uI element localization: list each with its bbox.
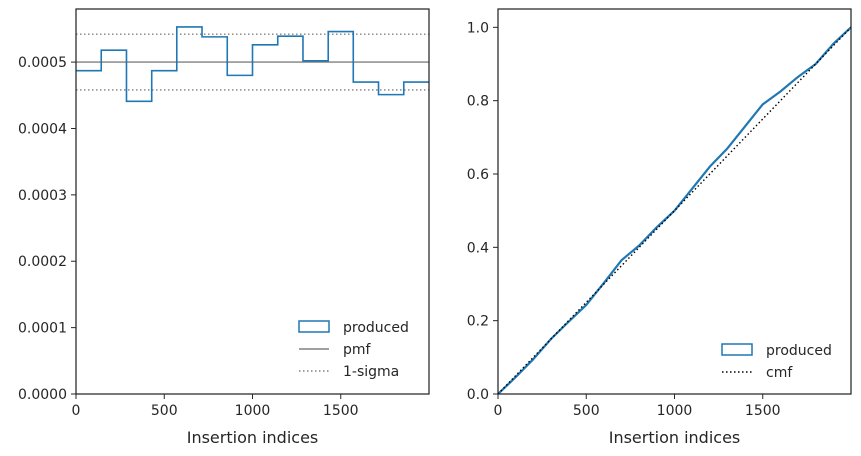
- cmf-line: [497, 26, 852, 395]
- histogram-panel: 0 500 1000 1500 0.0000 0.0001 0.0002 0.0003 0.00…: [18, 8, 430, 447]
- y-tick-label: 0.0001: [18, 321, 67, 337]
- legend-label: produced: [343, 320, 409, 336]
- legend-label: produced: [766, 343, 832, 359]
- x-tick-label: 1000: [657, 403, 693, 419]
- x-axis-label: Insertion indices: [187, 428, 319, 447]
- x-tick-label: 0: [72, 403, 81, 419]
- legend-label: cmf: [766, 365, 793, 381]
- y-tick-label: 0.0002: [18, 254, 67, 270]
- y-tick-label: 0.6: [467, 167, 489, 183]
- x-tick-label: 1500: [323, 403, 359, 419]
- x-axis-label: Insertion indices: [609, 428, 741, 447]
- x-tick-label: 1000: [235, 403, 271, 419]
- y-tick-label: 0.0: [467, 387, 489, 403]
- cdf-panel: 0 500 1000 1500 0.0 0.2 0.4 0.6 0.8 1.0 Insertion …: [467, 8, 852, 447]
- legend-label: pmf: [343, 342, 372, 358]
- y-tick-label: 0.4: [467, 240, 489, 256]
- histogram-step-line: [76, 26, 429, 103]
- y-tick-label: 0.8: [467, 94, 489, 110]
- y-tick-label: 0.0003: [18, 188, 67, 204]
- legend-handle-produced: [721, 343, 753, 356]
- y-tick-label: 1.0: [467, 20, 489, 36]
- legend-label: 1-sigma: [343, 364, 399, 380]
- x-tick-label: 1500: [745, 403, 781, 419]
- x-tick-label: 500: [151, 403, 178, 419]
- y-tick-label: 0.2: [467, 314, 489, 330]
- y-tick-label: 0.0005: [18, 55, 67, 71]
- x-tick-label: 0: [494, 403, 503, 419]
- y-tick-label: 0.0000: [18, 387, 67, 403]
- legend-handle-produced: [298, 320, 330, 333]
- y-tick-label: 0.0004: [18, 121, 67, 137]
- x-tick-label: 500: [573, 403, 600, 419]
